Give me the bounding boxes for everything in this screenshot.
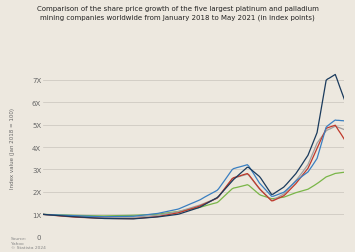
Text: Comparison of the share price growth of the five largest platinum and palladium
: Comparison of the share price growth of … xyxy=(37,6,318,21)
Text: Source:
Yahoo
© Statista 2024: Source: Yahoo © Statista 2024 xyxy=(11,236,45,249)
Text: Index value (Jan 2018 = 100): Index value (Jan 2018 = 100) xyxy=(10,107,15,188)
